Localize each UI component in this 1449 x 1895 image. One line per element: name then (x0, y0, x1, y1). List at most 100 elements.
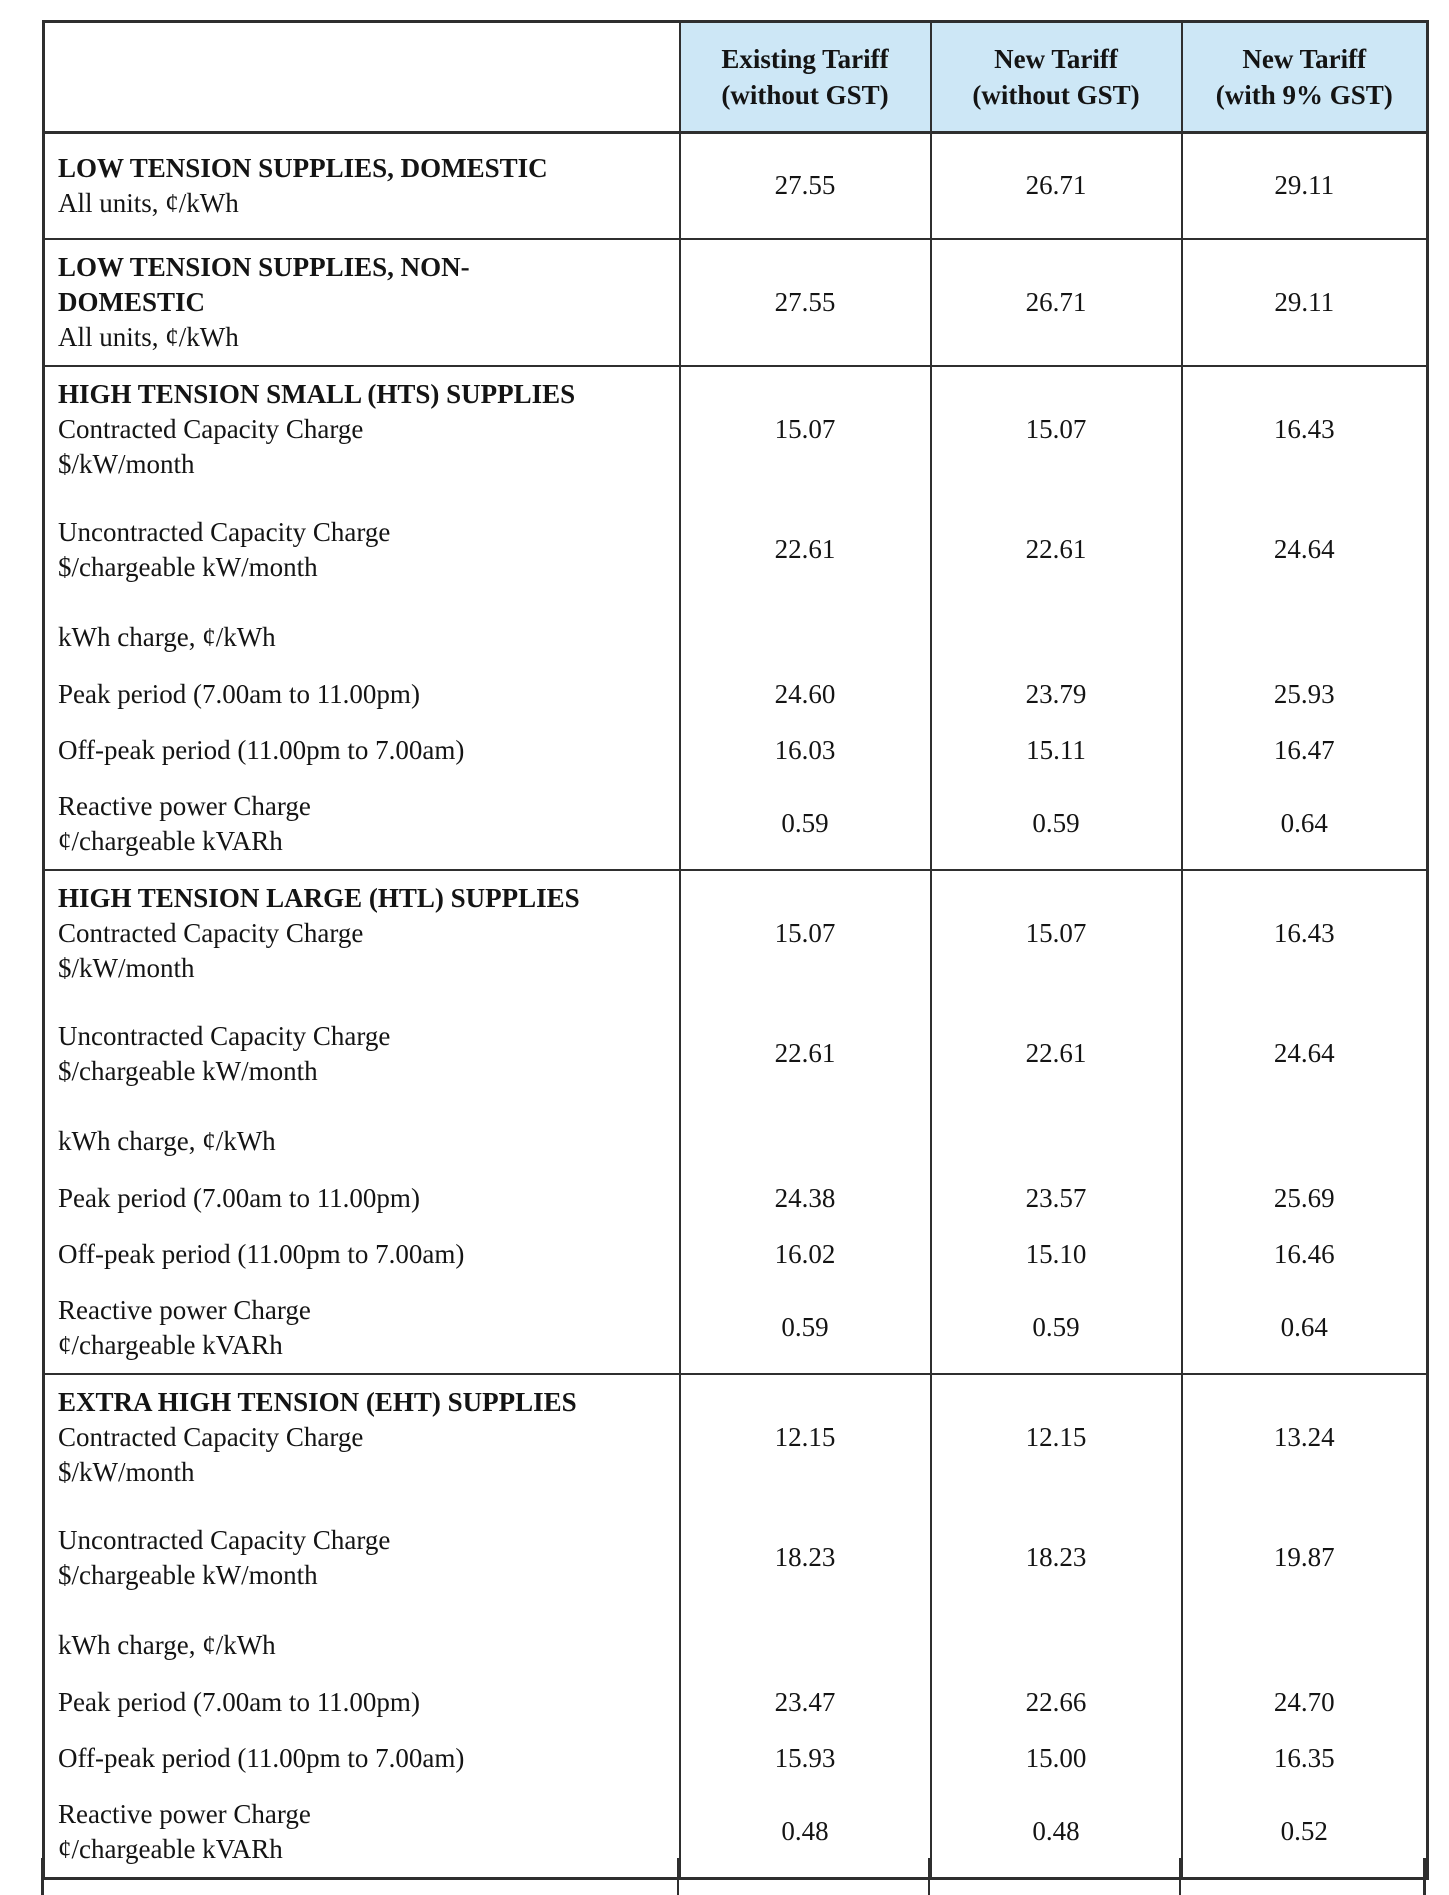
table-row-htl-peak: Peak period (7.00am to 11.00pm) 24.38 23… (44, 1170, 1428, 1227)
value-existing-tariff: 12.15 (678, 1372, 931, 1500)
value-new-tariff: 15.07 (929, 364, 1182, 492)
row-label-cell: EXTRA HIGH TENSION (EHT) SUPPLIES Contra… (43, 1372, 680, 1500)
table-row-htl-reactive: Reactive power Charge ¢/chargeable kVARh… (44, 1282, 1428, 1374)
value-existing-tariff: 22.61 (678, 995, 931, 1112)
table-border-cutoff (1179, 1858, 1181, 1895)
value-new-tariff-gst: 25.69 (1180, 1170, 1428, 1227)
value-new-tariff: 0.59 (929, 1282, 1182, 1374)
value-new-tariff-gst: 0.64 (1180, 778, 1428, 870)
row-label-cell: kWh charge, ¢/kWh (44, 1616, 680, 1675)
value-existing-tariff: 27.55 (678, 237, 931, 366)
table-row-hts-kwh-charge: kWh charge, ¢/kWh (44, 607, 1428, 667)
row-label-cell: Uncontracted Capacity Charge $/chargeabl… (44, 492, 680, 608)
value-existing-tariff (678, 607, 931, 667)
table-row-lt-domestic: LOW TENSION SUPPLIES, DOMESTIC All units… (43, 131, 1428, 239)
value-new-tariff-gst: 24.64 (1180, 491, 1428, 608)
value-existing-tariff: 0.48 (678, 1786, 931, 1878)
table-border-cutoff (677, 1858, 679, 1895)
row-sublabel: Peak period (7.00am to 11.00pm) (58, 679, 420, 709)
value-new-tariff-gst: 16.35 (1180, 1730, 1428, 1787)
value-new-tariff: 22.66 (929, 1674, 1182, 1731)
row-label-cell: Peak period (7.00am to 11.00pm) (44, 1675, 680, 1731)
value-existing-tariff: 0.59 (678, 1282, 931, 1374)
value-new-tariff-gst: 25.93 (1180, 666, 1428, 723)
row-label-cell: kWh charge, ¢/kWh (44, 1112, 680, 1171)
value-new-tariff-gst: 16.47 (1180, 722, 1428, 779)
value-existing-tariff: 16.03 (678, 722, 931, 779)
header-cell-empty (43, 21, 680, 134)
row-sublabel: Uncontracted Capacity Charge $/chargeabl… (58, 1020, 391, 1086)
table-border-cutoff (1423, 1858, 1426, 1895)
table-row-hts-peak: Peak period (7.00am to 11.00pm) 24.60 23… (44, 666, 1428, 723)
row-sublabel: Contracted Capacity Charge $/kW/month (58, 917, 364, 983)
value-new-tariff: 23.57 (929, 1170, 1182, 1227)
value-new-tariff: 26.71 (929, 237, 1182, 366)
value-new-tariff (929, 1615, 1182, 1675)
table-row-htl-kwh-charge: kWh charge, ¢/kWh (44, 1111, 1428, 1171)
value-existing-tariff: 24.38 (678, 1170, 931, 1227)
row-title: LOW TENSION SUPPLIES, NON- DOMESTIC (58, 251, 470, 317)
value-new-tariff (929, 1111, 1182, 1171)
table-row-eht-peak: Peak period (7.00am to 11.00pm) 23.47 22… (44, 1674, 1428, 1731)
header-cell-existing-tariff: Existing Tariff (without GST) (678, 21, 931, 134)
row-title: HIGH TENSION LARGE (HTL) SUPPLIES (58, 882, 580, 913)
value-new-tariff: 15.07 (929, 868, 1182, 996)
table-border-cutoff (928, 1858, 930, 1895)
table-header-row: Existing Tariff (without GST) New Tariff… (43, 21, 1428, 134)
row-label-cell: Peak period (7.00am to 11.00pm) (44, 1171, 680, 1227)
row-label-cell: Uncontracted Capacity Charge $/chargeabl… (44, 1500, 680, 1616)
header-cell-new-tariff: New Tariff (without GST) (929, 21, 1182, 134)
row-sublabel: Contracted Capacity Charge $/kW/month (58, 1421, 364, 1487)
value-existing-tariff: 15.07 (678, 364, 931, 492)
value-new-tariff-gst: 29.11 (1180, 237, 1428, 366)
value-existing-tariff: 22.61 (678, 491, 931, 608)
table-border-cutoff (41, 1858, 44, 1895)
header-cell-new-tariff-gst: New Tariff (with 9% GST) (1180, 21, 1428, 134)
row-label-cell: Off-peak period (11.00pm to 7.00am) (44, 1227, 680, 1283)
row-sublabel: Off-peak period (11.00pm to 7.00am) (58, 735, 465, 765)
row-label-cell: kWh charge, ¢/kWh (44, 608, 680, 667)
value-new-tariff: 23.79 (929, 666, 1182, 723)
row-label-cell: LOW TENSION SUPPLIES, DOMESTIC All units… (43, 131, 680, 239)
table-row-hts-offpeak: Off-peak period (11.00pm to 7.00am) 16.0… (44, 722, 1428, 779)
value-new-tariff: 12.15 (929, 1372, 1182, 1500)
value-new-tariff (929, 607, 1182, 667)
table-row-htl-contracted: HIGH TENSION LARGE (HTL) SUPPLIES Contra… (43, 868, 1428, 996)
value-new-tariff-gst (1180, 1111, 1428, 1171)
table-row-eht-reactive: Reactive power Charge ¢/chargeable kVARh… (44, 1786, 1428, 1879)
value-existing-tariff: 23.47 (678, 1674, 931, 1731)
value-existing-tariff: 0.59 (678, 778, 931, 870)
table-row-eht-uncontracted: Uncontracted Capacity Charge $/chargeabl… (44, 1499, 1428, 1616)
row-sublabel: kWh charge, ¢/kWh (58, 621, 276, 652)
row-title: HIGH TENSION SMALL (HTS) SUPPLIES (58, 378, 576, 409)
value-new-tariff: 22.61 (929, 995, 1182, 1112)
row-sublabel: Uncontracted Capacity Charge $/chargeabl… (58, 516, 391, 582)
value-new-tariff-gst (1180, 1615, 1428, 1675)
value-new-tariff-gst: 16.43 (1180, 868, 1428, 996)
row-label-cell: Reactive power Charge ¢/chargeable kVARh (44, 1283, 680, 1374)
row-sublabel: kWh charge, ¢/kWh (58, 1629, 276, 1660)
value-new-tariff: 26.71 (929, 131, 1182, 239)
row-sublabel: Reactive power Charge ¢/chargeable kVARh (58, 790, 311, 856)
row-sublabel: Reactive power Charge ¢/chargeable kVARh (58, 1294, 311, 1360)
value-new-tariff-gst (1180, 607, 1428, 667)
row-label-cell: HIGH TENSION LARGE (HTL) SUPPLIES Contra… (43, 868, 680, 996)
value-new-tariff: 22.61 (929, 491, 1182, 608)
value-new-tariff-gst: 19.87 (1180, 1499, 1428, 1616)
value-existing-tariff: 15.93 (678, 1730, 931, 1787)
value-existing-tariff: 18.23 (678, 1499, 931, 1616)
value-new-tariff-gst: 16.43 (1180, 364, 1428, 492)
table-row-eht-contracted: EXTRA HIGH TENSION (EHT) SUPPLIES Contra… (43, 1372, 1428, 1500)
row-sublabel: kWh charge, ¢/kWh (58, 1125, 276, 1156)
value-new-tariff: 0.59 (929, 778, 1182, 870)
row-label-cell: Off-peak period (11.00pm to 7.00am) (44, 723, 680, 779)
value-existing-tariff (678, 1615, 931, 1675)
table-row-hts-uncontracted: Uncontracted Capacity Charge $/chargeabl… (44, 491, 1428, 608)
row-sublabel: Reactive power Charge ¢/chargeable kVARh (58, 1798, 311, 1864)
value-new-tariff-gst: 16.46 (1180, 1226, 1428, 1283)
value-new-tariff-gst: 24.64 (1180, 995, 1428, 1112)
value-existing-tariff: 16.02 (678, 1226, 931, 1283)
row-sublabel: Off-peak period (11.00pm to 7.00am) (58, 1239, 465, 1269)
row-label-cell: Reactive power Charge ¢/chargeable kVARh (44, 1787, 680, 1879)
